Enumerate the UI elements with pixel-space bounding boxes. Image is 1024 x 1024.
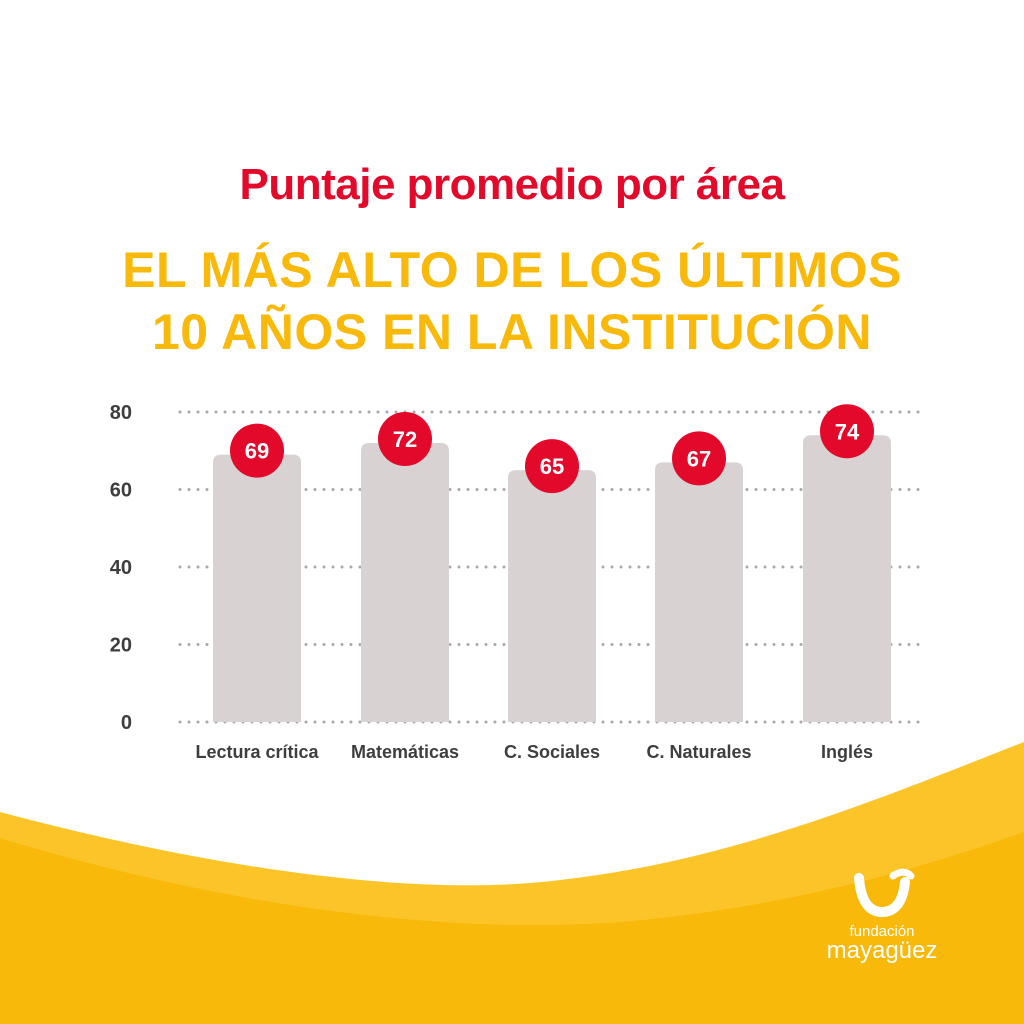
x-tick-label: C. Naturales — [646, 742, 751, 762]
fundacion-mayaguez-logo: fundación mayagüez — [822, 868, 942, 965]
yellow-wave-front — [0, 832, 1024, 1024]
bar — [508, 470, 596, 722]
y-tick-label: 60 — [110, 480, 132, 502]
x-tick-label: C. Sociales — [504, 742, 600, 762]
x-tick-label: Matemáticas — [351, 742, 459, 762]
data-label: 67 — [687, 446, 711, 471]
smile-u-icon — [854, 868, 915, 918]
data-label: 69 — [245, 439, 269, 464]
y-tick-label: 80 — [110, 402, 132, 424]
y-tick-label: 20 — [110, 635, 132, 657]
chart-title: Puntaje promedio por área — [239, 160, 785, 209]
x-tick-label: Lectura crítica — [195, 742, 319, 762]
value-badge — [672, 431, 726, 486]
value-badge — [230, 423, 284, 478]
bar — [655, 462, 743, 722]
bar — [361, 443, 449, 722]
logo-line-2: mayagüez — [826, 937, 938, 964]
bar — [803, 435, 891, 722]
data-label: 65 — [540, 454, 564, 479]
value-badge — [525, 439, 579, 494]
y-tick-label: 0 — [121, 712, 132, 734]
x-tick-label: Inglés — [821, 742, 873, 762]
logo-line-1: fundación — [849, 923, 915, 940]
data-label: 74 — [835, 419, 860, 444]
y-tick-label: 40 — [110, 557, 132, 579]
data-label: 72 — [393, 427, 417, 452]
headline-line-1: EL MÁS ALTO DE LOS ÚLTIMOS — [122, 242, 902, 298]
value-badge — [378, 412, 432, 466]
bar — [213, 454, 301, 722]
headline-line-2: 10 AÑOS EN LA INSTITUCIÓN — [152, 304, 872, 360]
value-badge — [820, 404, 874, 459]
